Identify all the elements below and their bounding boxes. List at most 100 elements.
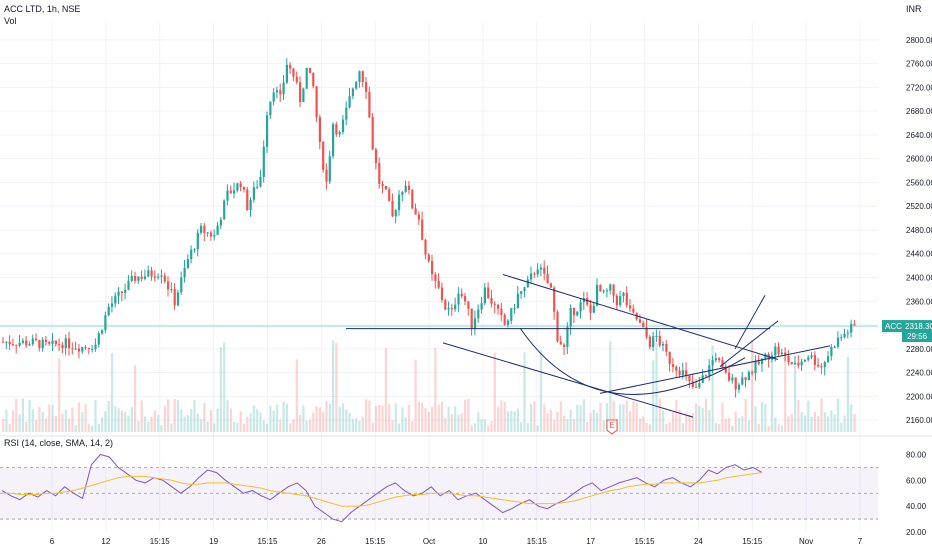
volume-bar: [91, 425, 94, 432]
candle-body: [846, 332, 849, 334]
candle-body: [744, 377, 747, 381]
candle-body: [200, 225, 203, 233]
rsi-tick-label: 40.00: [906, 502, 927, 511]
candle-body: [516, 293, 519, 309]
price-tick-label: 2560.00: [906, 178, 932, 187]
volume-bar: [97, 423, 100, 432]
rsi-tick-label: 80.00: [906, 450, 927, 459]
axes: 2800.002760.002720.002680.002640.002600.…: [0, 36, 932, 546]
volume-bar: [44, 418, 48, 432]
candle-body: [553, 287, 556, 312]
candle-body: [130, 275, 133, 281]
volume-bar: [553, 419, 556, 432]
volume-bar: [134, 365, 137, 432]
price-tick-label: 2280.00: [906, 345, 932, 354]
symbol-legend[interactable]: ACC LTD, 1h, NSE: [4, 4, 81, 14]
candle-body: [368, 91, 371, 118]
volume-bar: [566, 418, 569, 432]
volume-bar: [830, 410, 833, 432]
candle-body: [51, 340, 54, 344]
price-tick-label: 2440.00: [906, 250, 932, 259]
volume-bar: [368, 400, 371, 432]
candle-body: [414, 208, 417, 215]
volume-bar: [216, 408, 219, 432]
time-tick-label: 7: [858, 537, 863, 546]
volume-legend[interactable]: Vol: [4, 16, 17, 26]
volume-bar: [193, 400, 196, 432]
candle-body: [523, 287, 526, 292]
candle-body: [361, 71, 364, 83]
volume-bar: [427, 411, 430, 432]
candle-body: [127, 280, 130, 290]
candle-body: [784, 352, 787, 356]
candle-body: [625, 292, 628, 306]
volume-bar: [348, 412, 351, 432]
cup-curve-drawing: [519, 327, 746, 395]
volume-bar: [609, 340, 612, 432]
candle-body: [807, 357, 810, 360]
candle-body: [252, 187, 255, 200]
candle-body: [490, 297, 493, 304]
candle-body: [229, 190, 232, 194]
candle-body: [48, 341, 51, 344]
candle-body: [582, 297, 585, 303]
volume-bar: [414, 359, 417, 432]
candle-body: [714, 358, 717, 361]
volume-bar: [58, 358, 61, 432]
volume-bar: [675, 399, 678, 432]
volume-bar: [487, 425, 490, 432]
candle-body: [688, 375, 691, 382]
time-tick-label: 15:15: [365, 537, 386, 546]
price-tick-label: 2520.00: [906, 202, 932, 211]
candle-body: [348, 96, 351, 108]
candle-body: [170, 289, 173, 291]
volume-bar: [77, 402, 81, 432]
volume-bar: [219, 347, 222, 432]
volume-bar: [209, 410, 213, 432]
volume-bar: [104, 410, 107, 432]
trendline-drawing: [442, 342, 694, 418]
candle-body: [384, 186, 387, 190]
price-tick-label: 2680.00: [906, 107, 932, 116]
candle-body: [110, 303, 114, 307]
volume-bar: [252, 405, 255, 432]
candle-body: [473, 318, 477, 330]
volume-bar: [35, 419, 38, 432]
volume-bar: [807, 400, 810, 432]
rsi-pane[interactable]: [0, 453, 878, 523]
candle-body: [728, 372, 731, 381]
candle-body: [18, 342, 21, 346]
candle-body: [853, 323, 856, 326]
volume-bar: [506, 411, 510, 432]
candle-body: [572, 307, 576, 316]
candle-body: [464, 296, 467, 302]
volume-bar: [341, 403, 345, 432]
volume-bar: [236, 422, 239, 432]
volume-bar: [213, 423, 216, 432]
volume-bar: [770, 360, 774, 432]
candle-body: [652, 336, 655, 347]
volume-bar: [450, 414, 453, 432]
candle-body: [61, 344, 64, 349]
volume-bar: [147, 421, 150, 432]
volume-bar: [655, 342, 658, 432]
volume-bar: [698, 405, 701, 432]
candle-body: [411, 190, 414, 209]
volume-bar: [497, 407, 500, 432]
volume-bar: [447, 406, 450, 432]
volume-bar: [460, 413, 463, 432]
volume-bar: [790, 413, 793, 432]
candle-body: [797, 362, 800, 366]
volume-bar: [107, 400, 110, 432]
candle-body: [820, 366, 823, 368]
price-pane[interactable]: E: [0, 22, 878, 532]
price-tick-label: 2600.00: [906, 155, 932, 164]
currency-label: INR: [906, 4, 922, 14]
rsi-legend[interactable]: RSI (14, close, SMA, 14, 2): [4, 438, 114, 448]
volume-bar: [734, 411, 737, 432]
candle-body: [38, 340, 41, 349]
candle-body: [559, 341, 562, 345]
candle-body: [246, 189, 249, 210]
time-tick-label: Nov: [799, 537, 813, 546]
